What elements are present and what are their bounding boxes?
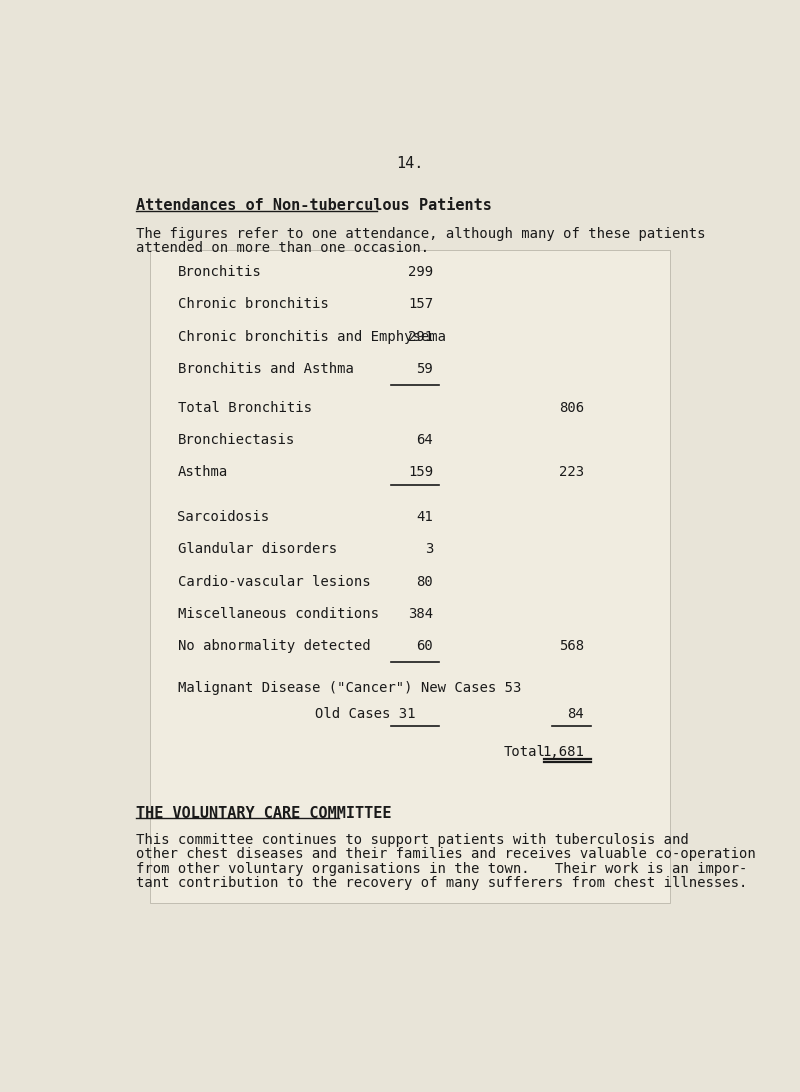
Text: 1,681: 1,681 [542,746,584,760]
Text: Malignant Disease ("Cancer") New Cases 53: Malignant Disease ("Cancer") New Cases 5… [178,680,521,695]
Text: 291: 291 [408,330,434,344]
Text: 157: 157 [408,297,434,311]
Text: No abnormality detected: No abnormality detected [178,639,370,653]
Text: Asthma: Asthma [178,465,228,479]
Text: Chronic bronchitis: Chronic bronchitis [178,297,328,311]
Text: 159: 159 [408,465,434,479]
Text: 59: 59 [417,363,434,376]
Text: 14.: 14. [396,156,424,170]
Text: Sarcoidosis: Sarcoidosis [178,510,270,524]
Text: 41: 41 [417,510,434,524]
Text: Bronchitis and Asthma: Bronchitis and Asthma [178,363,354,376]
Text: other chest diseases and their families and receives valuable co-operation: other chest diseases and their families … [136,847,755,862]
Text: Miscellaneous conditions: Miscellaneous conditions [178,607,378,621]
Text: Glandular disorders: Glandular disorders [178,543,337,556]
Text: 84: 84 [568,707,584,721]
Text: 3: 3 [425,543,434,556]
Text: Bronchiectasis: Bronchiectasis [178,432,294,447]
Text: Old Cases 31: Old Cases 31 [315,707,416,721]
FancyBboxPatch shape [150,250,670,903]
Text: The figures refer to one attendance, although many of these patients: The figures refer to one attendance, alt… [136,226,705,240]
Text: THE VOLUNTARY CARE COMMITTEE: THE VOLUNTARY CARE COMMITTEE [136,806,391,821]
Text: from other voluntary organisations in the town.   Their work is an impor-: from other voluntary organisations in th… [136,862,747,876]
Text: 568: 568 [559,639,584,653]
Text: 384: 384 [408,607,434,621]
Text: Attendances of Non-tuberculous Patients: Attendances of Non-tuberculous Patients [136,198,491,213]
Text: Cardio-vascular lesions: Cardio-vascular lesions [178,574,370,589]
Text: 64: 64 [417,432,434,447]
Text: 80: 80 [417,574,434,589]
Text: 60: 60 [417,639,434,653]
Text: 299: 299 [408,265,434,280]
Text: Total Bronchitis: Total Bronchitis [178,401,311,415]
Text: Chronic bronchitis and Emphysema: Chronic bronchitis and Emphysema [178,330,446,344]
Text: 223: 223 [559,465,584,479]
Text: attended on more than one occasion.: attended on more than one occasion. [136,241,429,256]
Text: This committee continues to support patients with tuberculosis and: This committee continues to support pati… [136,832,688,846]
Text: Bronchitis: Bronchitis [178,265,262,280]
Text: tant contribution to the recovery of many sufferers from chest illnesses.: tant contribution to the recovery of man… [136,877,747,890]
Text: 806: 806 [559,401,584,415]
Text: Total: Total [504,746,546,760]
